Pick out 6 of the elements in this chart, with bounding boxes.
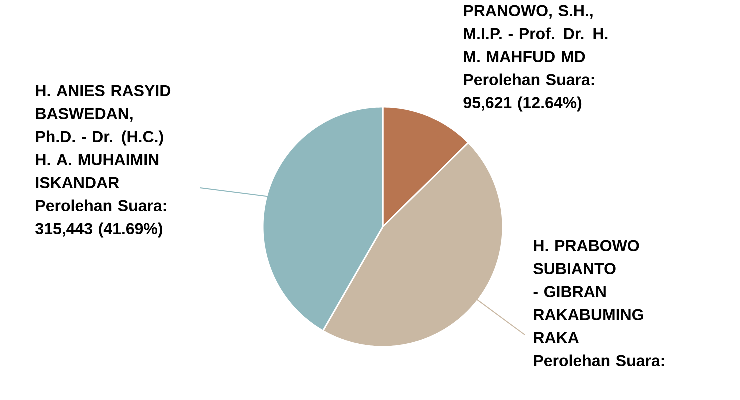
slice-label: H. ANIES RASYID BASWEDAN, Ph.D. - Dr. (H.C.) H. A. MUHAIMIN ISKANDAR <box>36 85 171 189</box>
data-label: Perolehan Suara: 315,443 (41.69%) <box>36 200 166 238</box>
data-label: Perolehan Suara: 95,621 (12.64%) <box>464 74 594 112</box>
slice-label: H. PRABOWO SUBIANTO - GIBRAN RAKABUMING RAKA <box>534 240 644 344</box>
slice-label: PRANOWO, S.H., M.I.P. - Prof. Dr. H. M. MAHFUD MD <box>464 5 608 63</box>
data-label: Perolehan Suara: <box>534 354 664 367</box>
